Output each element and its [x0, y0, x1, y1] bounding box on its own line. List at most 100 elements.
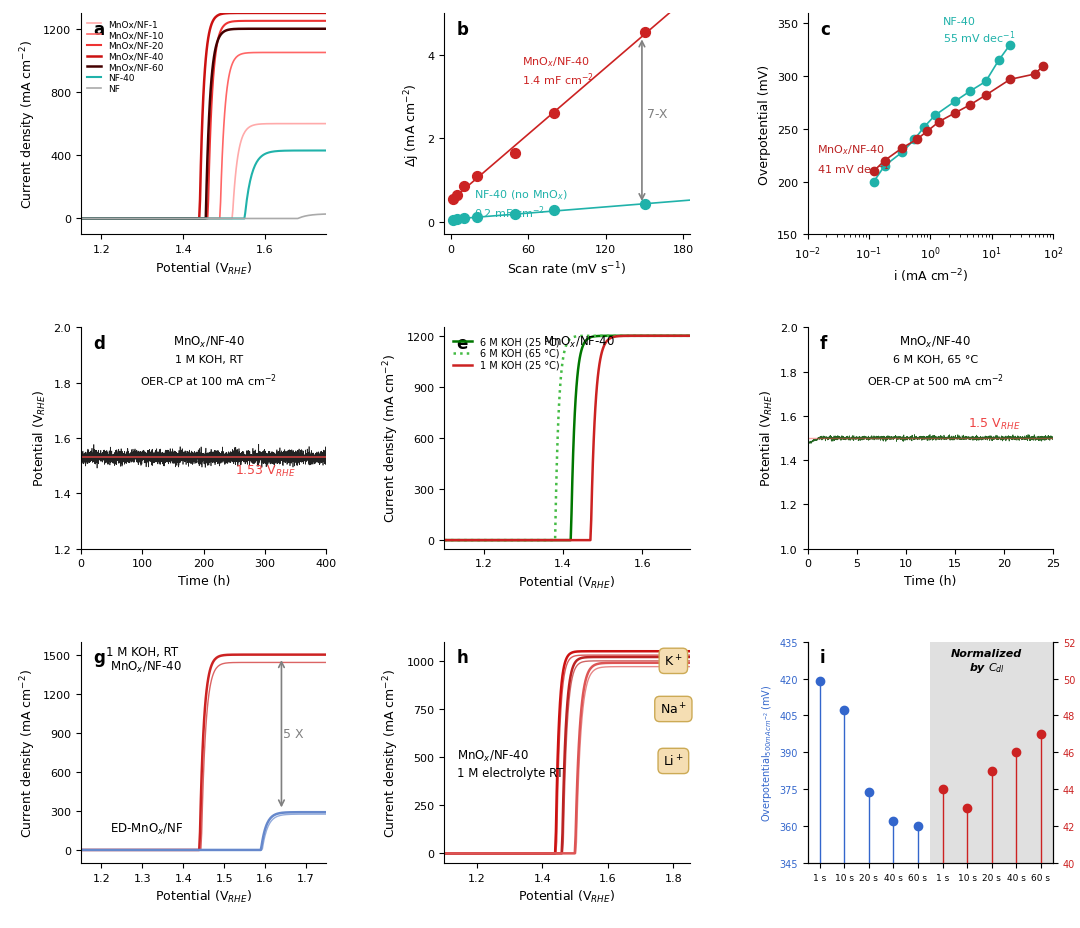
Line: MnOx/NF-40: MnOx/NF-40	[81, 14, 326, 219]
1 M KOH (25 °C)	[437, 535, 450, 546]
6 M KOH (25 °C)	[660, 331, 673, 342]
MnOx/NF-20	[297, 17, 310, 28]
MnOx/NF-20	[320, 17, 333, 28]
MnOx/NF-60	[75, 213, 87, 225]
6 M KOH (65 °C)	[438, 535, 451, 546]
Text: K$^+$: K$^+$	[664, 653, 683, 669]
NF	[220, 213, 233, 225]
Text: Li$^+$: Li$^+$	[663, 754, 684, 768]
MnOx/NF-60	[282, 24, 295, 35]
MnOx/NF-60	[220, 25, 233, 36]
1 M KOH (25 °C)	[438, 535, 451, 546]
MnOx/NF-10	[297, 48, 310, 59]
6 M KOH (65 °C)	[684, 331, 697, 342]
Point	[636, 25, 653, 40]
Text: NF-40
55 mV dec$^{-1}$: NF-40 55 mV dec$^{-1}$	[943, 17, 1015, 46]
NF-40	[320, 146, 333, 157]
6 M KOH (25 °C)	[583, 333, 596, 344]
NF	[282, 213, 295, 225]
MnOx/NF-60	[225, 25, 238, 36]
6 M KOH (65 °C)	[583, 331, 596, 342]
MnOx/NF-10	[76, 213, 89, 225]
Line: NF: NF	[81, 214, 326, 219]
X-axis label: Potential (V$_{RHE}$): Potential (V$_{RHE}$)	[156, 888, 253, 905]
Text: 1.5 V$_{RHE}$: 1.5 V$_{RHE}$	[968, 417, 1021, 432]
Point	[636, 198, 653, 213]
MnOx/NF-20	[220, 19, 233, 30]
MnOx/NF-10	[225, 62, 238, 73]
Text: d: d	[93, 335, 105, 353]
Text: e: e	[457, 335, 468, 353]
6 M KOH (25 °C)	[684, 331, 697, 342]
MnOx/NF-20	[225, 17, 238, 28]
MnOx/NF-60	[220, 26, 233, 37]
Text: g: g	[93, 649, 105, 666]
Line: 6 M KOH (65 °C): 6 M KOH (65 °C)	[444, 337, 690, 540]
NF-40	[297, 146, 310, 157]
NF-40	[220, 213, 233, 225]
Text: NF-40 (no MnO$_x$)
0.2 mF cm$^{-2}$: NF-40 (no MnO$_x$) 0.2 mF cm$^{-2}$	[474, 188, 568, 221]
MnOx/NF-60	[76, 213, 89, 225]
MnOx/NF-20	[220, 19, 233, 30]
6 M KOH (65 °C)	[678, 331, 691, 342]
NF-40	[220, 213, 233, 225]
MnOx/NF-40	[225, 8, 238, 19]
MnOx/NF-40	[320, 8, 333, 19]
MnOx/NF-40	[282, 8, 295, 19]
6 M KOH (25 °C)	[645, 331, 658, 342]
1 M KOH (25 °C)	[588, 418, 600, 429]
Text: MnO$_x$/NF-40
41 mV dec$^{-1}$: MnO$_x$/NF-40 41 mV dec$^{-1}$	[818, 144, 890, 176]
Point	[468, 211, 485, 226]
Legend: 6 M KOH (25 °C), 6 M KOH (65 °C), 1 M KOH (25 °C): 6 M KOH (25 °C), 6 M KOH (65 °C), 1 M KO…	[449, 333, 564, 374]
NF	[220, 213, 233, 225]
Y-axis label: Δj (mA cm$^{-2}$): Δj (mA cm$^{-2}$)	[402, 83, 422, 166]
MnOx/NF-40	[75, 213, 87, 225]
NF-40	[282, 146, 295, 157]
Legend: MnOx/NF-1, MnOx/NF-10, MnOx/NF-20, MnOx/NF-40, MnOx/NF-60, NF-40, NF: MnOx/NF-1, MnOx/NF-10, MnOx/NF-20, MnOx/…	[85, 19, 165, 96]
1 M KOH (25 °C)	[583, 535, 596, 546]
Y-axis label: Potential (V$_{RHE}$): Potential (V$_{RHE}$)	[32, 390, 48, 487]
Y-axis label: Potential (V$_{RHE}$): Potential (V$_{RHE}$)	[758, 390, 774, 487]
Y-axis label: Current density (mA cm$^{-2}$): Current density (mA cm$^{-2}$)	[18, 40, 38, 209]
Text: a: a	[93, 20, 105, 39]
6 M KOH (25 °C)	[437, 535, 450, 546]
6 M KOH (25 °C)	[438, 535, 451, 546]
MnOx/NF-1	[75, 213, 87, 225]
Text: OER-CP at 500 mA cm$^{-2}$: OER-CP at 500 mA cm$^{-2}$	[867, 372, 1003, 389]
X-axis label: i (mA cm$^{-2}$): i (mA cm$^{-2}$)	[893, 267, 968, 285]
Text: ED-MnO$_x$/NF: ED-MnO$_x$/NF	[110, 821, 184, 836]
X-axis label: Potential (V$_{RHE}$): Potential (V$_{RHE}$)	[518, 574, 616, 590]
MnOx/NF-20	[76, 213, 89, 225]
Point	[507, 208, 524, 223]
NF-40	[225, 213, 238, 225]
X-axis label: Scan rate (mV s$^{-1}$): Scan rate (mV s$^{-1}$)	[508, 260, 626, 277]
6 M KOH (65 °C)	[588, 331, 600, 342]
Line: MnOx/NF-1: MnOx/NF-1	[81, 124, 326, 219]
Y-axis label: Current density (mA cm$^{-2}$): Current density (mA cm$^{-2}$)	[381, 354, 401, 522]
Text: b: b	[457, 20, 469, 39]
NF	[75, 213, 87, 225]
Text: c: c	[820, 20, 829, 39]
Text: 5 X: 5 X	[283, 728, 305, 741]
MnOx/NF-1	[320, 119, 333, 130]
Line: MnOx/NF-60: MnOx/NF-60	[81, 30, 326, 219]
X-axis label: Potential (V$_{RHE}$): Potential (V$_{RHE}$)	[156, 260, 253, 277]
MnOx/NF-20	[282, 17, 295, 28]
MnOx/NF-10	[220, 84, 233, 95]
Point	[545, 203, 563, 218]
6 M KOH (25 °C)	[588, 331, 600, 342]
MnOx/NF-60	[297, 24, 310, 35]
Text: 1.53 V$_{RHE}$: 1.53 V$_{RHE}$	[234, 463, 296, 479]
6 M KOH (65 °C)	[437, 535, 450, 546]
Text: i: i	[820, 649, 825, 666]
NF	[225, 213, 238, 225]
1 M KOH (25 °C)	[584, 535, 597, 546]
Text: h: h	[457, 649, 469, 666]
Line: NF-40: NF-40	[81, 151, 326, 219]
Text: f: f	[820, 335, 827, 353]
Bar	[930, 642, 1053, 863]
Text: MnO$_x$/NF-40: MnO$_x$/NF-40	[457, 748, 528, 763]
Point	[448, 213, 465, 227]
Point	[507, 147, 524, 161]
Line: 6 M KOH (25 °C): 6 M KOH (25 °C)	[444, 337, 690, 540]
